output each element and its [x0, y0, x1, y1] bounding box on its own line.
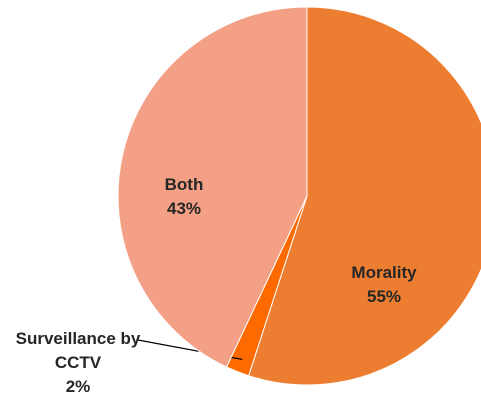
category-label: Morality — [351, 263, 417, 282]
value-label: 55% — [366, 287, 402, 306]
category-label: Both — [164, 175, 204, 194]
slice-label: Both 43% — [129, 173, 239, 221]
pie-slice — [247, 6, 481, 386]
category-label: Surveillance by CCTV — [15, 329, 141, 372]
value-label: 43% — [166, 199, 202, 218]
slice-label: Morality 55% — [329, 261, 439, 309]
value-label: 2% — [65, 377, 91, 396]
slice-label: Surveillance by CCTV 2% — [13, 327, 143, 399]
pie-slice — [117, 6, 308, 368]
